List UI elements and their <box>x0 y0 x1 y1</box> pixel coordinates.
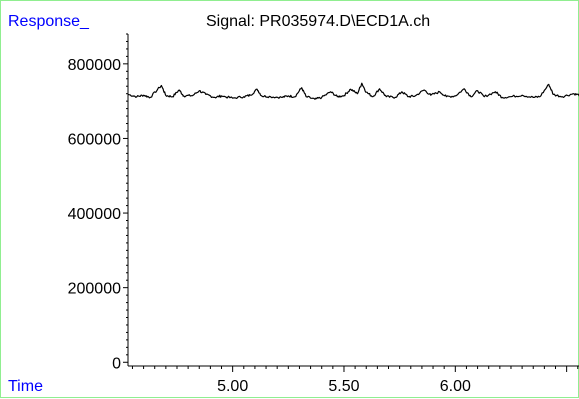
x-tick-label: 6.00 <box>440 378 471 395</box>
x-tick-label: 5.00 <box>217 378 248 395</box>
y-tick-label: 400000 <box>68 206 121 223</box>
y-axis-label: Response_ <box>8 13 90 30</box>
plot-area: 0 200000 400000 600000 800000 5.00 5.50 6.00 <box>68 33 579 395</box>
y-tick-label: 800000 <box>68 57 121 74</box>
y-tick-label: 0 <box>112 355 121 372</box>
signal-line <box>127 82 579 100</box>
x-tick-label: 5.50 <box>328 378 359 395</box>
x-axis-label: Time <box>8 378 43 395</box>
chart-title: Signal: PR035974.D\ECD1A.ch <box>206 13 430 30</box>
y-tick-label: 600000 <box>68 131 121 148</box>
y-tick-label: 200000 <box>68 281 121 298</box>
